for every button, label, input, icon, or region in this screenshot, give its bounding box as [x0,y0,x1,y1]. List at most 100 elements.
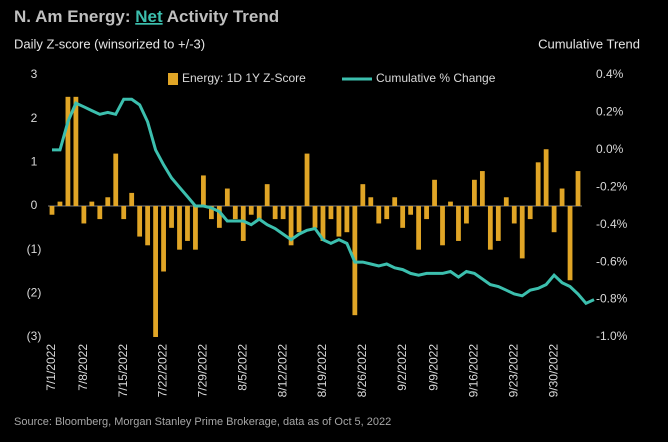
bar [336,206,342,237]
bar [495,206,501,241]
x-tick-label: 9/30/2022 [546,344,560,398]
y2-tick-label: -0.2% [596,179,628,193]
bar [240,206,246,241]
bar [185,206,190,241]
bar [121,206,127,220]
x-tick-label: 8/5/2022 [235,344,249,391]
bar [344,206,350,233]
x-tick-label: 7/1/2022 [44,344,58,391]
legend-swatch [168,73,178,85]
y-tick-label: 2 [31,111,38,125]
bar [527,206,533,220]
bar [392,197,398,206]
y-tick-label: (1) [27,242,42,256]
bar [161,206,166,272]
legend-label: Cumulative % Change [376,71,496,85]
y-tick-label: 1 [31,155,38,169]
y2-tick-label: 0.2% [596,105,624,119]
x-tick-label: 9/9/2022 [427,344,441,391]
x-tick-label: 9/2/2022 [395,344,409,391]
bar [328,206,334,220]
x-tick-label: 8/12/2022 [275,344,289,398]
bar [416,206,422,250]
bar [288,206,294,246]
bar [472,179,477,206]
bar [456,206,461,241]
bar [57,201,63,206]
bar [535,162,541,206]
bar [73,96,79,206]
y2-tick-label: -0.8% [596,292,628,306]
x-tick-label: 7/29/2022 [196,344,210,398]
y2-tick-label: 0.0% [596,142,624,156]
chart-title: N. Am Energy: Net Activity Trend [14,7,279,26]
bar [567,206,573,281]
bar [487,206,493,250]
bar [177,206,182,250]
bar [232,206,238,220]
bar [519,206,525,259]
bar [49,206,55,215]
bar [448,201,453,206]
bar [424,206,429,220]
y2-tick-label: -0.4% [596,217,628,231]
bar [360,184,366,206]
bar [376,206,382,224]
line [52,97,595,306]
y-tick-label: 3 [31,67,38,81]
bar [248,206,254,215]
bar [113,153,119,206]
bar [408,206,414,215]
bar [81,206,87,224]
x-tick-label: 9/16/2022 [467,344,481,398]
y2-tick-label: -0.6% [596,254,628,268]
bar [432,179,437,206]
bar [97,206,103,220]
bar [384,206,390,220]
bar [312,206,318,228]
y-tick-label: 0 [31,198,38,212]
x-tick-label: 7/22/2022 [156,344,170,398]
bar [400,206,406,228]
bar [368,197,374,206]
bar [559,188,565,206]
bar [137,206,143,237]
bar [551,206,557,233]
y-tick-label: (2) [27,286,42,300]
legend-label: Energy: 1D 1Y Z-Score [182,71,306,85]
bar [65,96,71,206]
x-tick-label: 7/8/2022 [76,344,90,391]
bar [208,206,214,220]
bar [464,206,469,224]
y-axis-label: Daily Z-score (winsorized to +/-3) [14,36,205,51]
bar [264,184,270,206]
bar [440,206,445,246]
bar [256,206,262,220]
x-tick-label: 7/15/2022 [116,344,130,398]
x-tick-label: 8/26/2022 [355,344,369,398]
bar [479,171,485,206]
bar [503,197,509,206]
bar [89,201,95,206]
y2-axis-label: Cumulative Trend [538,36,640,51]
y2-tick-label: 0.4% [596,67,624,81]
title-highlight: Net [135,7,163,26]
bar [272,206,278,220]
bar [304,153,310,206]
bar [129,192,135,206]
bar [296,206,302,233]
x-tick-label: 9/23/2022 [506,344,520,398]
bar [511,206,517,224]
bar [201,175,206,206]
y-tick-label: (3) [27,329,42,343]
title-start: N. Am Energy: [14,7,135,26]
bar [320,206,326,241]
bar [153,206,158,337]
bar [216,206,222,228]
y2-tick-label: -1.0% [596,329,628,343]
bar [105,197,111,206]
bar [193,206,198,250]
bar [543,149,549,206]
bar [169,206,174,228]
